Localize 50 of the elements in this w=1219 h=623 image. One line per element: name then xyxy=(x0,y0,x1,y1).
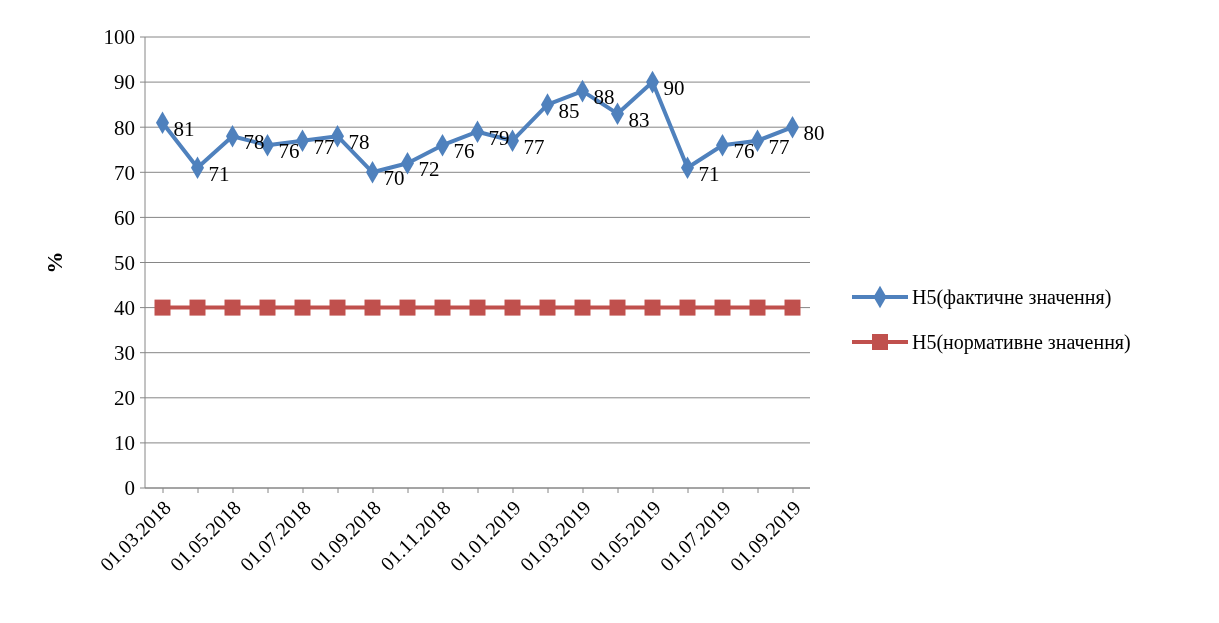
point xyxy=(364,299,381,316)
legend-label: H5(фактичне значення) xyxy=(912,286,1112,309)
y-tick-label: 20 xyxy=(114,386,135,411)
point xyxy=(679,299,696,316)
point xyxy=(329,299,346,316)
y-axis-title: % xyxy=(42,251,67,274)
y-tick-label: 70 xyxy=(114,160,135,185)
point xyxy=(399,299,416,316)
point xyxy=(714,299,731,316)
y-tick-label: 90 xyxy=(114,70,135,95)
point xyxy=(469,299,486,316)
data-label: 76 xyxy=(278,139,300,164)
point xyxy=(609,299,626,316)
data-label: 76 xyxy=(453,139,475,164)
data-label: 71 xyxy=(208,161,230,186)
y-tick-label: 100 xyxy=(103,25,135,50)
point xyxy=(224,299,241,316)
data-label: 77 xyxy=(768,134,790,159)
point xyxy=(294,299,311,316)
data-label: 80 xyxy=(803,121,825,146)
data-label: 77 xyxy=(523,134,545,159)
y-tick-label: 0 xyxy=(124,476,135,501)
data-label: 83 xyxy=(628,107,650,132)
data-label: 71 xyxy=(698,161,720,186)
data-label: 76 xyxy=(733,139,755,164)
data-label: 88 xyxy=(593,85,615,110)
point xyxy=(189,299,206,316)
data-label: 81 xyxy=(173,116,195,141)
data-label: 70 xyxy=(383,166,405,191)
data-label: 77 xyxy=(313,134,335,159)
y-tick-label: 30 xyxy=(114,341,135,366)
point xyxy=(749,299,766,316)
point xyxy=(644,299,661,316)
y-tick-label: 10 xyxy=(114,431,135,456)
point xyxy=(574,299,591,316)
point xyxy=(259,299,276,316)
data-label: 78 xyxy=(348,130,370,155)
y-tick-label: 80 xyxy=(114,115,135,140)
point xyxy=(784,299,801,316)
data-label: 85 xyxy=(558,98,580,123)
y-tick-label: 60 xyxy=(114,205,135,230)
y-tick-label: 40 xyxy=(114,295,135,320)
point xyxy=(539,299,556,316)
point xyxy=(434,299,451,316)
data-label: 72 xyxy=(418,157,440,182)
legend-label: H5(нормативне значення) xyxy=(912,331,1131,354)
y-tick-label: 50 xyxy=(114,250,135,275)
point xyxy=(154,299,171,316)
point xyxy=(504,299,521,316)
data-label: 90 xyxy=(663,76,685,101)
